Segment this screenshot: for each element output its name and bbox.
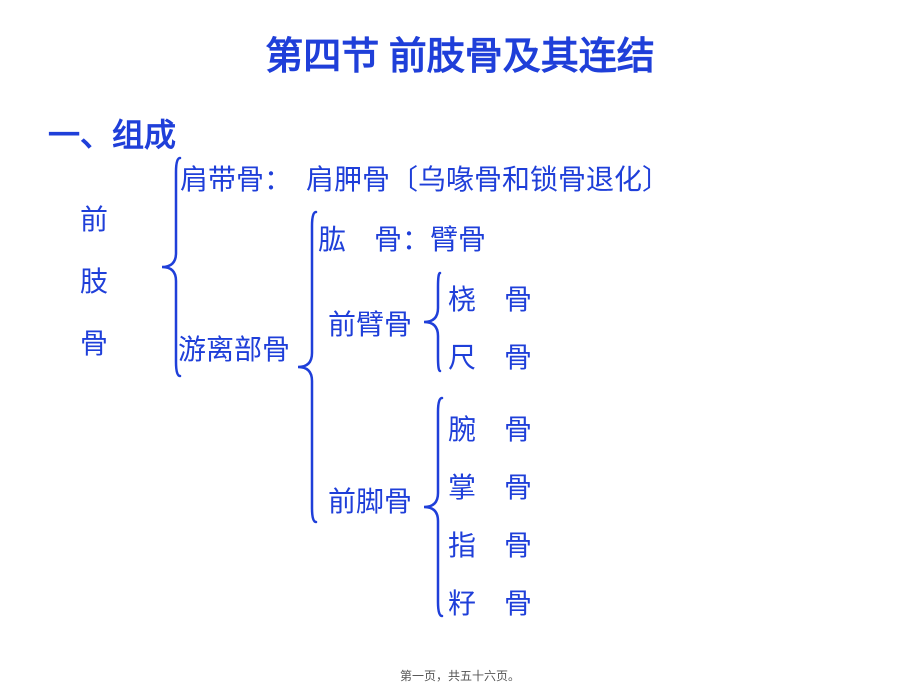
brace-forefoot xyxy=(420,394,446,620)
slide-title: 第四节 前肢骨及其连结 xyxy=(0,25,920,80)
shoulder-detail: 肩胛骨〔乌喙骨和锁骨退化〕 xyxy=(278,165,670,196)
free-part-label: 游离部骨 xyxy=(178,328,290,368)
shoulder-prefix: 肩带骨： xyxy=(180,165,278,196)
forearm-item: 尺 骨 xyxy=(448,336,532,376)
slide-footer: 第一页，共五十六页。 xyxy=(0,667,920,684)
forearm-label: 前臂骨 xyxy=(328,303,412,343)
root-label-char: 前 xyxy=(80,198,108,238)
humerus-detail: 臂骨 xyxy=(430,225,486,256)
root-label-char: 骨 xyxy=(80,322,108,362)
forefoot-label: 前脚骨 xyxy=(328,480,412,520)
shoulder-row: 肩带骨： 肩胛骨〔乌喙骨和锁骨退化〕 xyxy=(180,158,670,198)
brace-forearm xyxy=(420,269,444,375)
forefoot-item: 籽 骨 xyxy=(448,582,532,622)
section-heading: 一、组成 xyxy=(48,110,176,156)
brace-free-part xyxy=(294,208,320,526)
forearm-item: 桡 骨 xyxy=(448,278,532,318)
forefoot-item: 腕 骨 xyxy=(448,408,532,448)
root-label-char: 肢 xyxy=(80,260,108,300)
humerus-row: 肱 骨：臂骨 xyxy=(318,218,486,258)
forefoot-item: 指 骨 xyxy=(448,524,532,564)
humerus-label: 肱 骨： xyxy=(318,225,430,256)
forefoot-item: 掌 骨 xyxy=(448,466,532,506)
